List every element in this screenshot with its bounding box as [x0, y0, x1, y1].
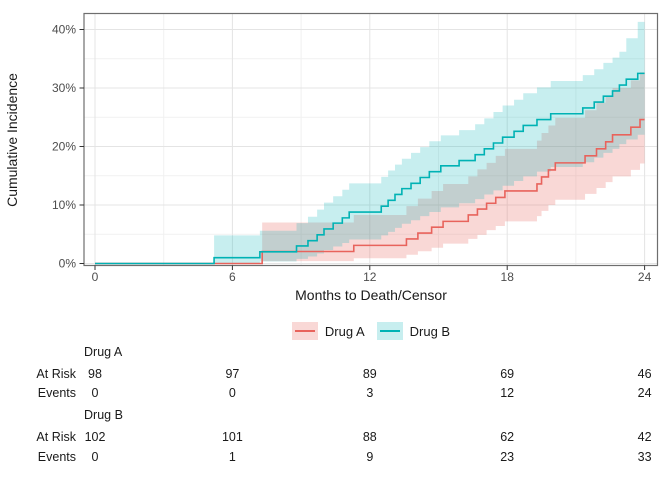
- legend-key-drug-a-icon: [291, 322, 318, 340]
- ci-band-drug-b: [214, 21, 645, 264]
- y-tick-label: 20%: [52, 140, 76, 154]
- risk-events-value: 9: [366, 450, 374, 464]
- risk-table-row-label-events: Events: [37, 386, 76, 400]
- plot-panel: [84, 13, 658, 266]
- risk-at-risk-value: 88: [362, 430, 377, 444]
- legend-label-drug-a: Drug A: [324, 323, 365, 339]
- risk-at-risk-value: 98: [88, 367, 102, 381]
- ci-band-drug-a: [262, 72, 645, 262]
- risk-table-row-label-events: Events: [37, 450, 76, 464]
- risk-at-risk-value: 101: [221, 430, 243, 444]
- risk-events-value: 0: [91, 450, 99, 464]
- legend-item-drug-b: Drug B: [376, 322, 451, 340]
- panel-border: [83, 12, 659, 267]
- x-tick-label: 0: [92, 270, 99, 284]
- risk-at-risk-value: 69: [500, 367, 515, 381]
- risk-table-row-label-at-risk: At Risk: [36, 367, 76, 381]
- y-axis-title: Cumulative Incidence: [4, 73, 20, 207]
- risk-events-value: 33: [637, 450, 652, 464]
- risk-events-value: 3: [366, 386, 374, 400]
- risk-table-group-header: Drug B: [84, 408, 123, 422]
- chart-legend: Drug A Drug B: [84, 320, 658, 342]
- y-tick-label: 0%: [59, 257, 77, 271]
- legend-key-drug-b-icon: [376, 322, 403, 340]
- cumulative-incidence-chart: 0 6 12 18 24 0% 10% 20% 30% 40% Cumulative Incide…: [4, 12, 659, 303]
- y-tick-label: 40%: [52, 23, 76, 37]
- risk-at-risk-value: 42: [637, 430, 652, 444]
- risk-at-risk-value: 102: [84, 430, 106, 444]
- x-axis-title: Months to Death/Censor: [295, 287, 447, 303]
- risk-events-value: 0: [91, 386, 99, 400]
- risk-at-risk-value: 46: [637, 367, 652, 381]
- y-tick-label: 30%: [52, 81, 76, 95]
- risk-events-value: 0: [228, 386, 236, 400]
- y-tick-label: 10%: [52, 198, 76, 212]
- risk-at-risk-value: 97: [225, 367, 240, 381]
- incidence-curve-drug-b: [95, 72, 645, 265]
- risk-events-value: 23: [500, 450, 515, 464]
- risk-at-risk-value: 62: [500, 430, 515, 444]
- legend-label-drug-b: Drug B: [409, 323, 451, 339]
- risk-table-row-label-at-risk: At Risk: [36, 430, 76, 444]
- risk-events-value: 1: [228, 450, 236, 464]
- x-tick-label: 12: [363, 270, 377, 284]
- x-tick-label: 24: [638, 270, 652, 284]
- x-tick-label: 18: [501, 270, 515, 284]
- risk-table-group-header: Drug A: [84, 345, 123, 359]
- risk-at-risk-value: 89: [362, 367, 377, 381]
- risk-events-value: 12: [500, 386, 515, 400]
- x-tick-label: 6: [229, 270, 236, 284]
- risk-events-value: 24: [637, 386, 652, 400]
- legend-item-drug-a: Drug A: [291, 322, 365, 340]
- incidence-curve-drug-a: [95, 118, 645, 265]
